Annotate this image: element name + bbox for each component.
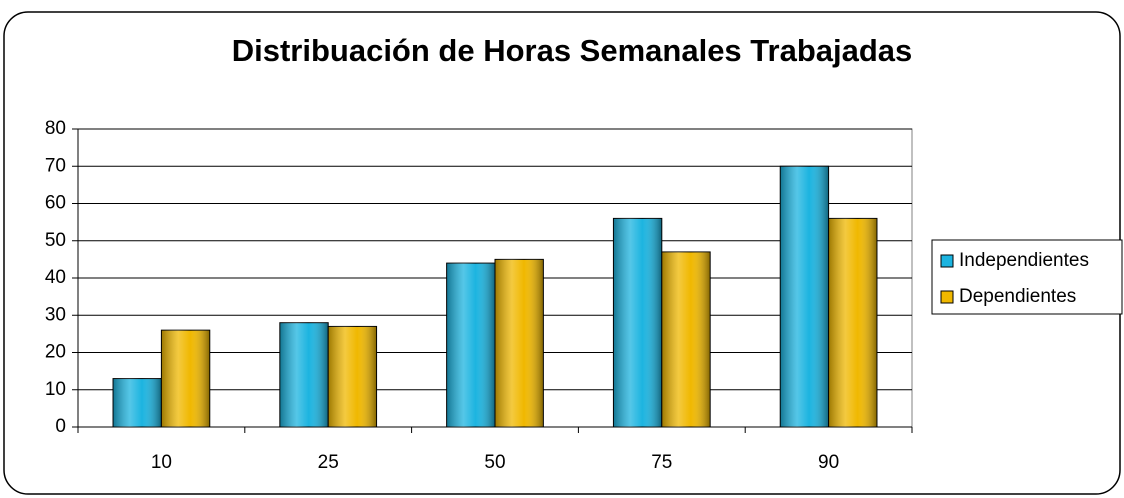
y-tick-label: 20 xyxy=(45,342,66,363)
y-tick-label: 80 xyxy=(45,118,66,139)
y-tick-label: 50 xyxy=(45,230,66,251)
legend-swatch xyxy=(940,254,954,268)
chart-title: Distribuación de Horas Semanales Trabaja… xyxy=(232,33,913,68)
x-tick-label: 90 xyxy=(818,452,839,473)
x-tick-label: 75 xyxy=(651,452,672,473)
bar-shine xyxy=(828,218,877,427)
bar-shine xyxy=(495,259,544,427)
y-tick-label: 0 xyxy=(55,416,66,437)
bar-shine xyxy=(328,326,377,427)
y-tick-label: 40 xyxy=(45,267,66,288)
x-tick-label: 50 xyxy=(484,452,505,473)
bar-shine xyxy=(446,263,495,427)
bar-shine xyxy=(113,378,162,427)
bar-shine xyxy=(613,218,662,427)
bar-shine xyxy=(161,330,210,427)
y-tick-label: 60 xyxy=(45,193,66,214)
legend-label: Independientes xyxy=(959,250,1089,271)
legend xyxy=(931,239,1123,315)
bar-shine xyxy=(661,251,711,427)
bar-shine xyxy=(780,166,829,427)
legend-label: Dependientes xyxy=(959,286,1076,307)
y-tick-label: 10 xyxy=(45,379,66,400)
x-tick-label: 10 xyxy=(151,452,172,473)
y-tick-label: 70 xyxy=(45,155,66,176)
y-tick-label: 30 xyxy=(45,304,66,325)
x-tick-label: 25 xyxy=(318,452,339,473)
bar-shine xyxy=(279,322,329,427)
legend-swatch xyxy=(940,290,954,304)
